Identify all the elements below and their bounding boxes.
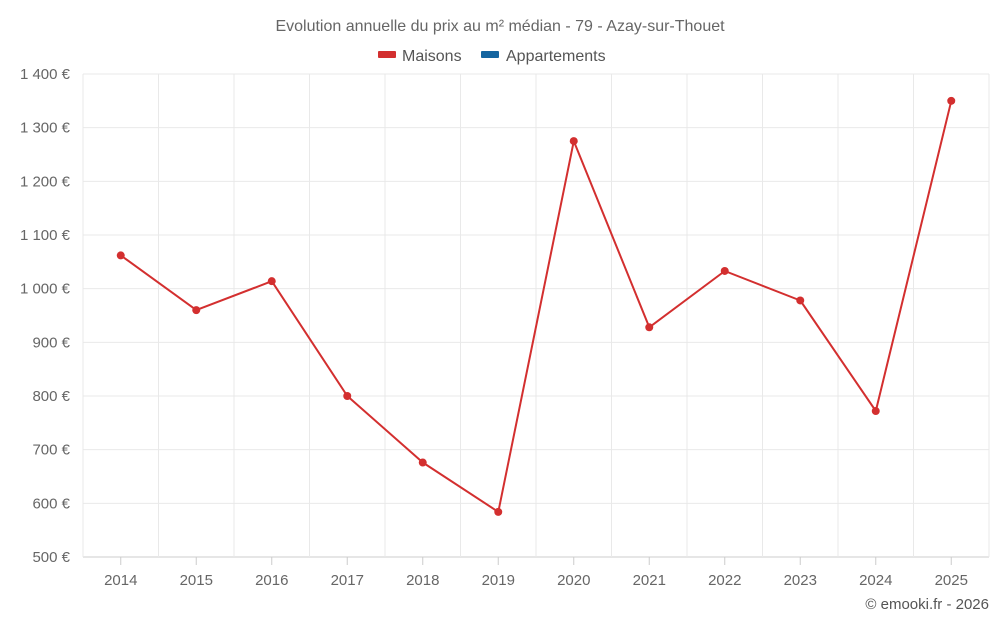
y-tick-label: 500 € <box>32 549 70 566</box>
legend-swatch-maisons <box>378 51 396 58</box>
data-point[interactable] <box>418 458 427 467</box>
y-tick-label: 1 200 € <box>20 173 71 190</box>
x-tick-label: 2015 <box>180 572 213 589</box>
data-point[interactable] <box>569 137 578 146</box>
legend-item-maisons[interactable]: Maisons <box>378 48 462 65</box>
data-point[interactable] <box>947 96 956 105</box>
y-tick-label: 1 300 € <box>20 120 71 137</box>
x-tick-label: 2018 <box>406 572 439 589</box>
data-point[interactable] <box>871 407 880 416</box>
data-point[interactable] <box>192 306 201 315</box>
credit-text: © emooki.fr - 2026 <box>865 596 989 613</box>
y-tick-label: 1 100 € <box>20 227 71 244</box>
x-tick-label: 2019 <box>482 572 515 589</box>
data-point[interactable] <box>720 266 729 275</box>
x-tick-label: 2024 <box>859 572 892 589</box>
y-tick-label: 600 € <box>32 495 70 512</box>
grid <box>82 73 990 558</box>
data-point[interactable] <box>116 251 125 260</box>
data-point[interactable] <box>267 277 276 286</box>
y-axis-ticks: 500 € 600 € 700 € 800 € 900 € 1 000 € 1 100 € 1… <box>20 66 71 566</box>
x-tick-label: 2016 <box>255 572 288 589</box>
y-tick-label: 800 € <box>32 388 70 405</box>
data-point[interactable] <box>645 323 654 332</box>
x-axis-ticks: 2014 2015 2016 2017 2018 2019 2020 2021 2022 2023… <box>104 557 968 589</box>
series-line-maisons <box>120 100 953 513</box>
x-tick-label: 2017 <box>331 572 364 589</box>
y-tick-label: 1 400 € <box>20 66 71 83</box>
series-maisons <box>116 96 956 516</box>
y-tick-label: 900 € <box>32 334 70 351</box>
x-tick-label: 2020 <box>557 572 590 589</box>
legend: Maisons Appartements <box>378 48 606 65</box>
legend-label-maisons: Maisons <box>402 48 462 65</box>
legend-label-appartements: Appartements <box>506 48 606 65</box>
legend-swatch-appartements <box>481 51 499 58</box>
chart-title: Evolution annuelle du prix au m² médian … <box>275 18 725 35</box>
x-tick-label: 2023 <box>784 572 817 589</box>
x-tick-label: 2022 <box>708 572 741 589</box>
x-tick-label: 2021 <box>633 572 666 589</box>
x-tick-label: 2025 <box>935 572 968 589</box>
y-tick-label: 1 000 € <box>20 281 71 298</box>
legend-item-appartements[interactable]: Appartements <box>481 48 606 65</box>
data-point[interactable] <box>343 392 352 400</box>
y-tick-label: 700 € <box>32 442 70 459</box>
data-point[interactable] <box>796 296 805 305</box>
x-tick-label: 2014 <box>104 572 137 589</box>
data-point[interactable] <box>494 507 503 516</box>
